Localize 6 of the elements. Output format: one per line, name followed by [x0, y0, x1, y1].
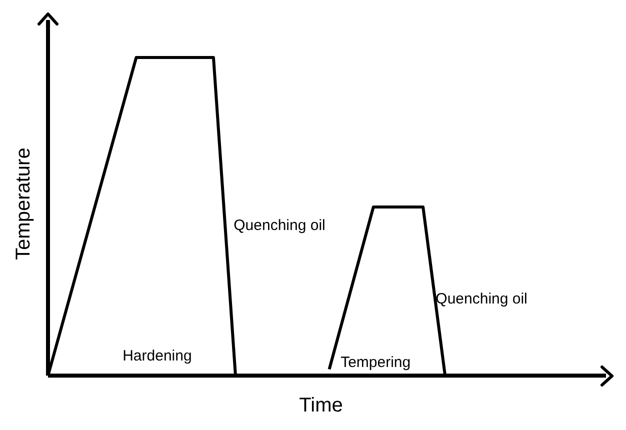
x-axis-title: Time — [299, 394, 343, 417]
y-axis-title: Temperature — [12, 148, 35, 260]
annotation: Quenching oil — [234, 217, 326, 234]
annotation: Quenching oil — [436, 290, 528, 308]
annotation: Hardening — [122, 348, 192, 365]
annotation: Tempering — [340, 354, 411, 372]
